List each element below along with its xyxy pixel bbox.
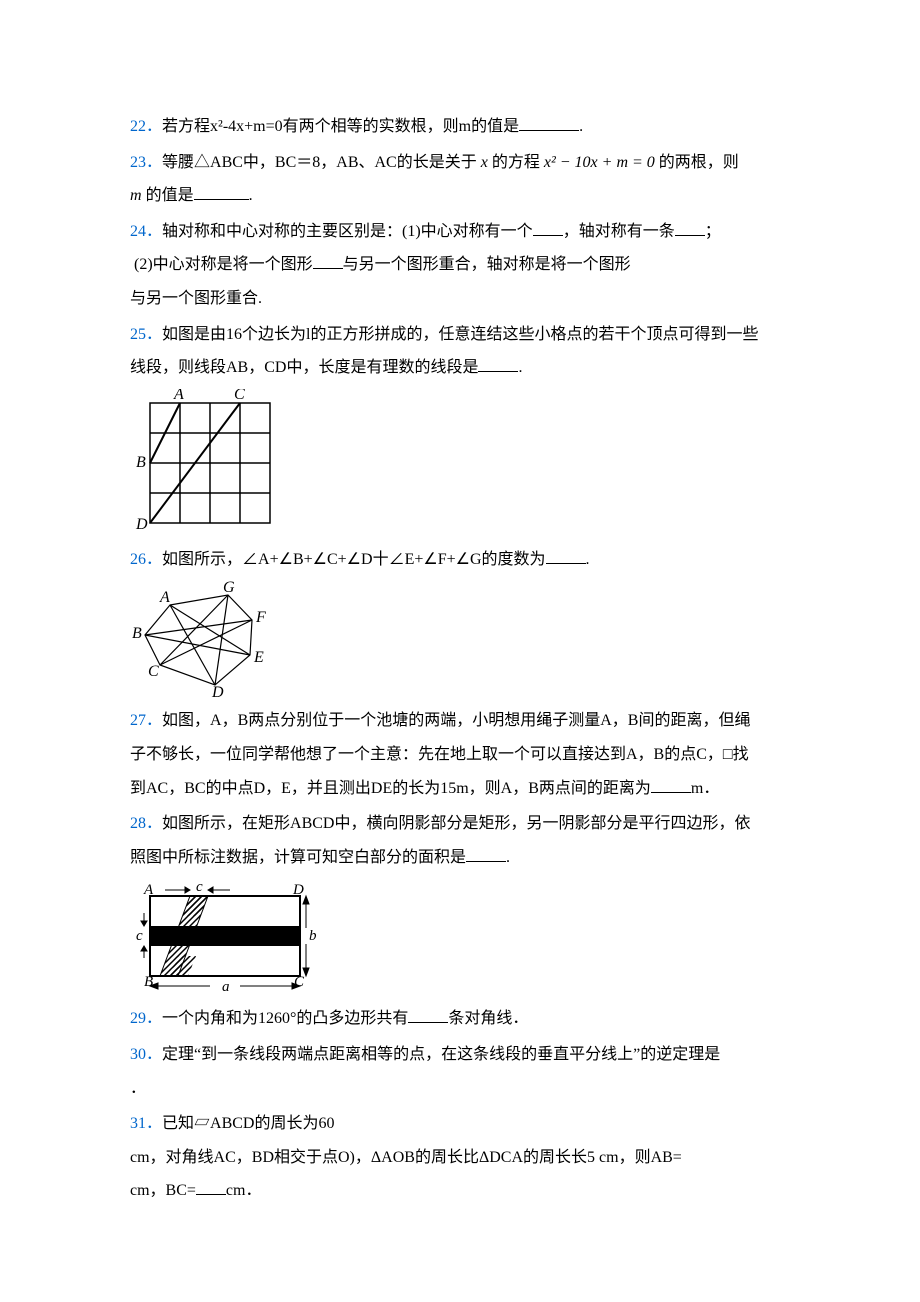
blank: [675, 220, 705, 236]
question-number: 27．: [130, 712, 162, 729]
blank: [478, 356, 518, 372]
point-label: A: [143, 882, 154, 898]
question-23: 23．等腰△ABC中，BC＝8，AB、AC的长是关于 x 的方程 x² − 10…: [130, 146, 790, 213]
point-label: D: [135, 516, 148, 533]
question-text: 如图所示，∠A+∠B+∠C+∠D十∠E+∠F+∠G的度数为: [162, 551, 546, 568]
question-number: 23．: [130, 154, 162, 171]
question-number: 24．: [130, 223, 162, 240]
question-number: 31．: [130, 1115, 162, 1132]
question-text: 条对角线．: [448, 1010, 528, 1027]
question-text: 的方程: [488, 154, 544, 171]
blank: [546, 548, 586, 564]
question-text: .: [586, 551, 590, 568]
question-text: 与另一个图形重合.: [130, 290, 262, 307]
point-label: G: [223, 580, 235, 596]
question-text: 线段，则线段AB，CD中，长度是有理数的线段是: [130, 359, 478, 376]
point-label: C: [234, 389, 245, 403]
blank: [313, 253, 343, 269]
question-26: 26．如图所示，∠A+∠B+∠C+∠D十∠E+∠F+∠G的度数为.: [130, 543, 790, 577]
point-label: A: [159, 589, 170, 606]
question-text: 子不够长，一位同学帮他想了一个主意：先在地上取一个可以直接达到A，B的点C，□找: [130, 746, 749, 763]
question-30: 30．定理“到一条线段两端点距离相等的点，在这条线段的垂直平分线上”的逆定理是 …: [130, 1038, 790, 1105]
question-text: 若方程x²-4x+m=0有两个相等的实数根，则m的值是: [162, 118, 519, 135]
question-27: 27．如图，A，B两点分别位于一个池塘的两端，小明想用绳子测量A，B间的距离，但…: [130, 704, 790, 805]
question-text: .: [579, 118, 583, 135]
dim-label: c: [136, 928, 143, 944]
point-label: E: [253, 649, 264, 666]
question-text: 已知▱ABCD的周长为60: [162, 1115, 334, 1132]
blank: [408, 1007, 448, 1023]
question-text: 如图是由16个边长为l的正方形拼成的，任意连结这些小格点的若干个顶点可得到一些: [162, 326, 758, 343]
question-text: .: [506, 849, 510, 866]
point-label: C: [294, 974, 305, 990]
question-text: (2)中心对称是将一个图形: [134, 256, 313, 273]
question-text: 的值是: [142, 187, 194, 204]
math-var: m: [130, 187, 142, 204]
point-label: B: [144, 974, 153, 990]
dim-label: c: [196, 879, 203, 895]
question-number: 29．: [130, 1010, 162, 1027]
point-label: D: [211, 684, 224, 700]
blank: [194, 184, 249, 200]
question-28: 28．如图所示，在矩形ABCD中，横向阴影部分是矩形，另一阴影部分是平行四边形，…: [130, 807, 790, 874]
figure-28-rect: A D B C c c b a: [130, 878, 790, 998]
question-text: 如图，A，B两点分别位于一个池塘的两端，小明想用绳子测量A，B间的距离，但绳: [162, 712, 750, 729]
point-label: B: [136, 454, 146, 471]
blank: [466, 846, 506, 862]
question-number: 30．: [130, 1046, 162, 1063]
point-label: D: [292, 882, 304, 898]
dim-label: b: [309, 928, 317, 944]
question-text: cm，对角线AC，BD相交于点O)，ΔAOB的周长比ΔDCA的周长长5 cm，则…: [130, 1149, 682, 1166]
dim-label: a: [222, 979, 230, 995]
point-label: F: [255, 609, 266, 626]
question-number: 25．: [130, 326, 162, 343]
math-var: x: [481, 154, 488, 171]
question-31: 31．已知▱ABCD的周长为60 cm，对角线AC，BD相交于点O)，ΔAOB的…: [130, 1107, 790, 1208]
question-text: cm，BC=: [130, 1182, 196, 1199]
question-25: 25．如图是由16个边长为l的正方形拼成的，任意连结这些小格点的若干个顶点可得到…: [130, 318, 790, 385]
point-label: A: [173, 389, 184, 403]
question-text: 等腰△ABC中，BC＝8，AB、AC的长是关于: [162, 154, 481, 171]
question-text: 轴对称和中心对称的主要区别是：(1)中心对称有一个: [162, 223, 533, 240]
blank: [651, 777, 691, 793]
figure-25-grid: A C B D: [130, 389, 790, 539]
point-label: C: [148, 663, 159, 680]
question-text: ．: [130, 1080, 146, 1097]
question-text: .: [518, 359, 522, 376]
question-29: 29．一个内角和为1260°的凸多边形共有 条对角线．: [130, 1002, 790, 1036]
question-number: 26．: [130, 551, 162, 568]
question-number: 22．: [130, 118, 162, 135]
blank: [533, 220, 563, 236]
question-text: 如图所示，在矩形ABCD中，横向阴影部分是矩形，另一阴影部分是平行四边形，依: [162, 815, 750, 832]
question-text: 定理“到一条线段两端点距离相等的点，在这条线段的垂直平分线上”的逆定理是: [162, 1046, 720, 1063]
question-22: 22．若方程x²-4x+m=0有两个相等的实数根，则m的值是.: [130, 110, 790, 144]
question-text: .: [249, 187, 253, 204]
math-equation: x² − 10x + m = 0: [544, 154, 655, 171]
question-text: cm．: [226, 1182, 262, 1199]
question-text: m．: [691, 780, 719, 797]
question-text: 的两根，则: [655, 154, 739, 171]
figure-26-star: A G F E D C B: [130, 580, 790, 700]
point-label: B: [132, 625, 142, 642]
question-text: ，轴对称有一条: [563, 223, 675, 240]
blank: [196, 1179, 226, 1195]
question-text: 与另一个图形重合，轴对称是将一个图形: [343, 256, 631, 273]
question-text: 到AC，BC的中点D，E，并且测出DE的长为15m，则A，B两点间的距离为: [130, 780, 651, 797]
question-number: 28．: [130, 815, 162, 832]
question-text: ；: [705, 223, 721, 240]
question-text: 照图中所标注数据，计算可知空白部分的面积是: [130, 849, 466, 866]
question-24: 24．轴对称和中心对称的主要区别是：(1)中心对称有一个 ，轴对称有一条 ； (2)…: [130, 215, 790, 316]
blank: [519, 115, 579, 131]
question-text: 一个内角和为1260°的凸多边形共有: [162, 1010, 408, 1027]
